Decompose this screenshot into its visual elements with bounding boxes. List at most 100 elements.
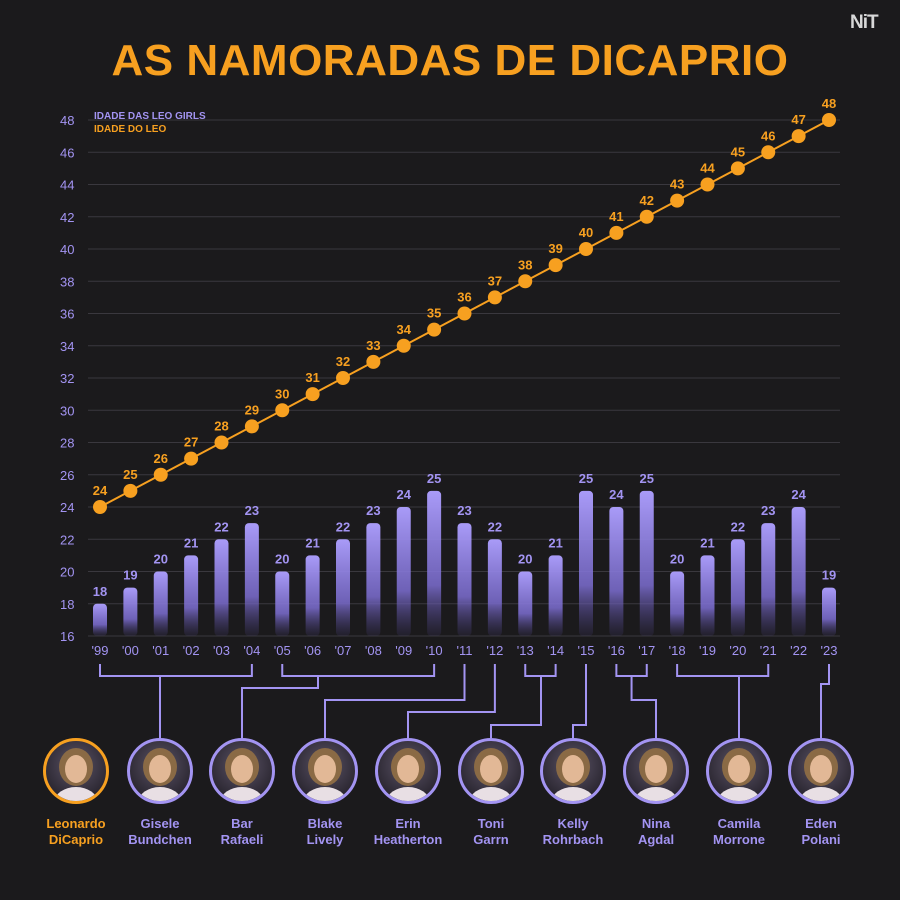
y-tick-label: 18 xyxy=(60,597,74,612)
bar xyxy=(548,555,563,636)
bar-value-label: 22 xyxy=(731,519,745,534)
bar-value-label: 22 xyxy=(214,519,228,534)
x-tick-label: '02 xyxy=(183,643,200,658)
leo-point xyxy=(427,322,442,337)
leo-point xyxy=(700,177,715,192)
bar xyxy=(670,571,685,636)
bar-value-label: 23 xyxy=(457,503,471,518)
person-name: Bar Rafaeli xyxy=(220,816,264,847)
bar xyxy=(275,571,290,636)
leo-point xyxy=(730,161,745,176)
bar-value-label: 18 xyxy=(93,584,107,599)
leo-point xyxy=(396,338,411,353)
bar xyxy=(305,555,320,636)
bar-value-label: 21 xyxy=(184,535,198,550)
person-name: Nina Agdal xyxy=(637,816,675,847)
person-name: Camila Morrone xyxy=(713,816,765,847)
leo-value-label: 48 xyxy=(822,96,836,111)
x-tick-label: '10 xyxy=(426,643,443,658)
person-silhouette-icon xyxy=(303,748,347,801)
bar-value-label: 22 xyxy=(336,519,350,534)
x-tick-label: '03 xyxy=(213,643,230,658)
bar xyxy=(579,490,593,636)
avatar xyxy=(623,738,689,804)
x-tick-label: '18 xyxy=(669,643,686,658)
bar-value-label: 21 xyxy=(700,535,714,550)
connector-line xyxy=(676,664,770,738)
person-silhouette-icon xyxy=(386,748,430,801)
leo-point xyxy=(214,435,229,450)
bar-value-label: 22 xyxy=(488,519,502,534)
bar-value-label: 21 xyxy=(305,535,319,550)
person-silhouette-icon xyxy=(138,748,182,801)
x-tick-label: '05 xyxy=(274,643,291,658)
leo-point xyxy=(457,306,472,321)
legend-girls: IDADE DAS LEO GIRLS xyxy=(94,111,206,122)
leo-value-label: 34 xyxy=(397,322,412,337)
person-nina: Nina Agdal xyxy=(606,738,706,848)
bar xyxy=(761,523,776,636)
leo-point xyxy=(366,354,381,369)
x-tick-label: '17 xyxy=(638,643,655,658)
leo-point xyxy=(153,467,168,482)
page-title: AS NAMORADAS DE DICAPRIO xyxy=(111,36,789,85)
leo-point xyxy=(487,290,502,305)
leo-value-label: 36 xyxy=(457,290,471,305)
leo-value-label: 28 xyxy=(214,419,228,434)
leo-value-label: 31 xyxy=(305,370,319,385)
person-camila: Camila Morrone xyxy=(689,738,789,848)
person-toni: Toni Garrn xyxy=(441,738,541,848)
y-tick-label: 48 xyxy=(60,113,74,128)
bar-value-label: 23 xyxy=(366,503,380,518)
bar xyxy=(123,587,138,636)
y-tick-label: 44 xyxy=(60,178,74,193)
leo-point xyxy=(518,274,533,289)
x-tick-label: '00 xyxy=(122,643,139,658)
leo-value-label: 47 xyxy=(791,112,805,127)
person-silhouette-icon xyxy=(469,748,513,801)
person-silhouette-icon xyxy=(551,748,595,801)
x-tick-label: '14 xyxy=(547,643,564,658)
y-tick-label: 22 xyxy=(60,532,74,547)
connector-line xyxy=(572,664,587,738)
leo-value-label: 27 xyxy=(184,435,198,450)
bar xyxy=(822,587,836,636)
leo-value-label: 30 xyxy=(275,386,289,401)
avatar xyxy=(540,738,606,804)
leo-value-label: 41 xyxy=(609,209,623,224)
y-tick-label: 38 xyxy=(60,274,74,289)
leo-value-label: 43 xyxy=(670,177,684,192)
x-tick-label: '19 xyxy=(699,643,716,658)
person-name: Kelly Rohrbach xyxy=(542,816,604,847)
x-tick-label: '04 xyxy=(243,643,260,658)
leo-point xyxy=(639,209,654,224)
x-tick-label: '01 xyxy=(152,643,169,658)
x-tick-label: '07 xyxy=(335,643,352,658)
x-tick-label: '23 xyxy=(821,643,838,658)
person-gisele: Gisele Bundchen xyxy=(110,738,210,848)
avatar xyxy=(458,738,524,804)
person-name: Blake Lively xyxy=(306,816,344,847)
bar xyxy=(457,523,472,636)
leo-point xyxy=(305,387,320,402)
connector-line xyxy=(241,664,436,738)
bar xyxy=(730,539,745,636)
x-tick-label: '15 xyxy=(578,643,595,658)
leo-value-label: 33 xyxy=(366,338,380,353)
leo-point xyxy=(275,403,290,418)
connector-line xyxy=(490,664,557,738)
person-blake: Blake Lively xyxy=(275,738,375,848)
bar-value-label: 25 xyxy=(427,471,441,486)
leo-value-label: 45 xyxy=(731,144,745,159)
person-name: Leonardo DiCaprio xyxy=(46,816,106,847)
y-tick-label: 32 xyxy=(60,371,74,386)
bar-value-label: 21 xyxy=(548,535,562,550)
bar xyxy=(427,490,442,636)
leo-value-label: 25 xyxy=(123,467,137,482)
avatar xyxy=(292,738,358,804)
bar-value-label: 20 xyxy=(670,552,684,567)
bar-value-label: 23 xyxy=(761,503,775,518)
avatar xyxy=(706,738,772,804)
x-tick-label: '13 xyxy=(517,643,534,658)
bar-value-label: 25 xyxy=(640,471,654,486)
